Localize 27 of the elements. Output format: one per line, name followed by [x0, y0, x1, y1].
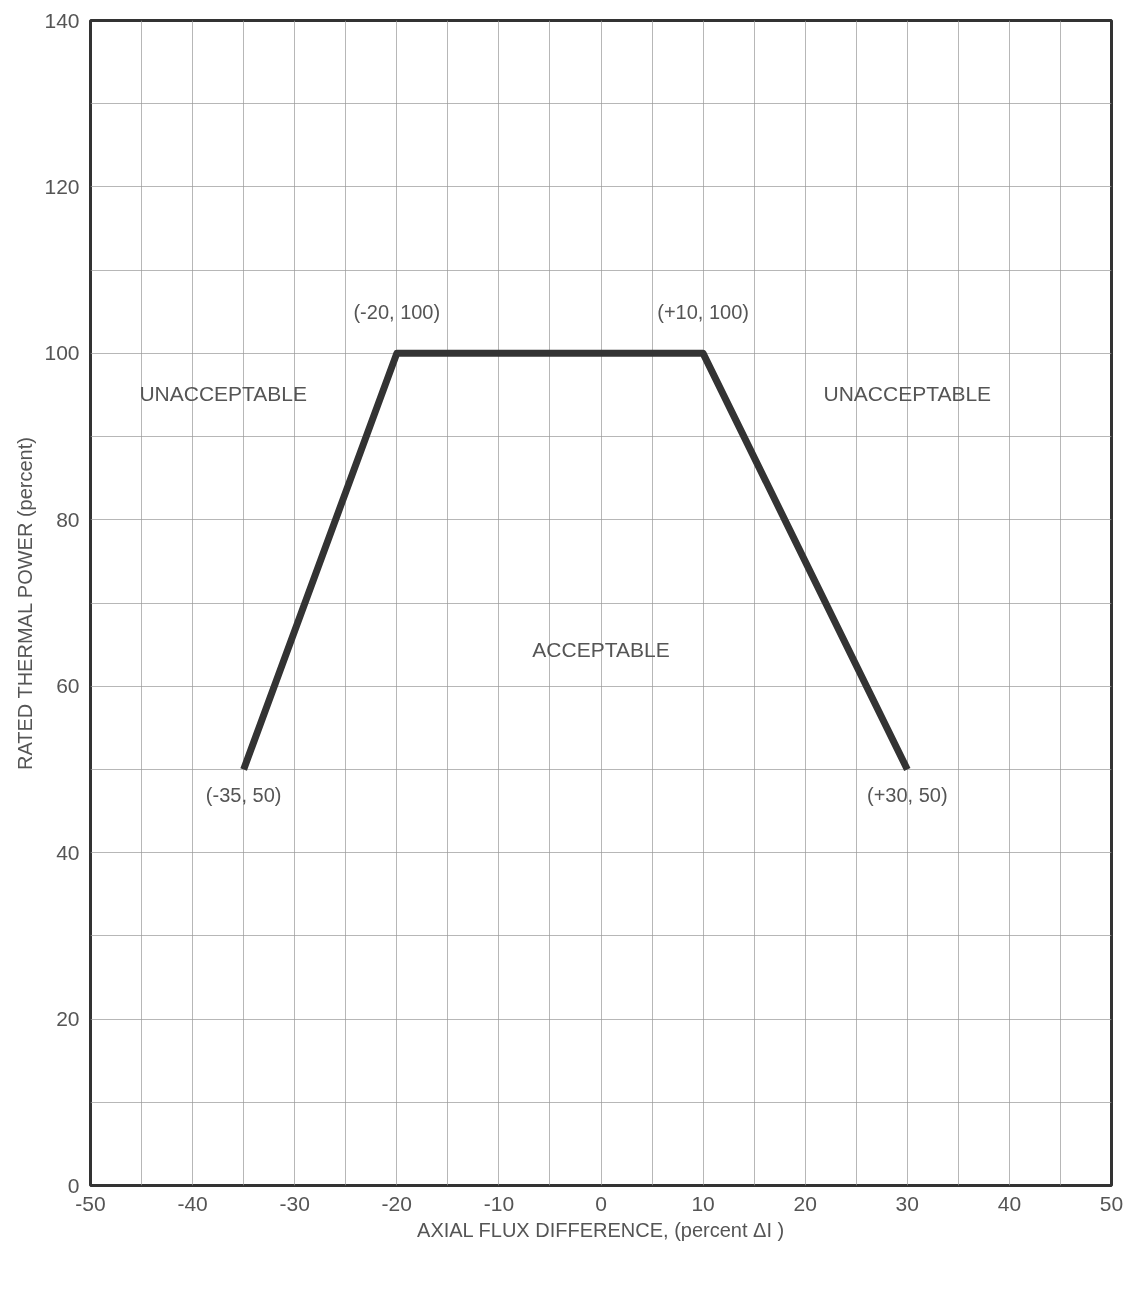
x-tick-label: 50 [1099, 1191, 1124, 1215]
x-tick-label: 0 [595, 1191, 607, 1215]
y-tick-label: 80 [56, 507, 80, 531]
annotation: ACCEPTABLE [532, 638, 670, 662]
x-tick-label: -20 [381, 1191, 412, 1215]
y-tick-label: 60 [56, 674, 80, 698]
x-tick-label: -30 [279, 1191, 310, 1215]
x-tick-label: 40 [997, 1191, 1022, 1215]
y-tick-label: 120 [44, 174, 80, 198]
x-tick-label: 10 [691, 1191, 715, 1215]
y-axis-title: RATED THERMAL POWER (percent) [14, 437, 37, 771]
annotation: (-35, 50) [205, 784, 282, 807]
annotation: UNACCEPTABLE [823, 381, 992, 405]
annotation: (-20, 100) [353, 301, 441, 324]
y-tick-label: 0 [67, 1173, 80, 1197]
y-tick-label: 40 [56, 840, 80, 864]
y-tick-label: 140 [44, 8, 80, 32]
x-tick-label: -10 [483, 1191, 515, 1215]
annotation: UNACCEPTABLE [139, 381, 308, 405]
x-tick-label: 30 [895, 1191, 919, 1215]
y-tick-label: 20 [56, 1007, 80, 1031]
y-tick-label: 100 [44, 341, 80, 365]
x-axis-title: AXIAL FLUX DIFFERENCE, (percent ΔI ) [417, 1218, 785, 1241]
x-tick-label: -40 [177, 1191, 208, 1215]
x-tick-label: 20 [793, 1191, 817, 1215]
annotation: (+10, 100) [657, 301, 749, 324]
annotation: (+30, 50) [867, 784, 948, 807]
